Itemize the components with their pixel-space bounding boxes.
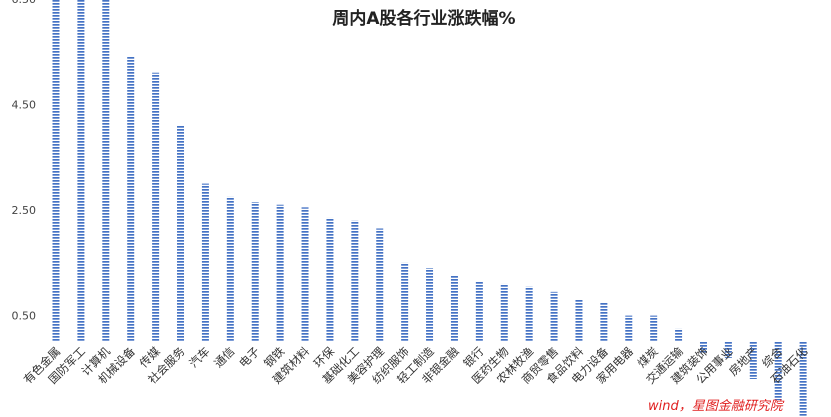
bars [52, 0, 807, 416]
bar [301, 207, 309, 342]
bar [774, 342, 782, 401]
bar [226, 196, 234, 342]
y-tick-label: 6.50 [12, 0, 37, 6]
bar [749, 342, 757, 379]
bar [326, 217, 334, 342]
bar [724, 342, 732, 358]
bar [650, 315, 658, 342]
bar [201, 183, 209, 342]
y-tick-label: 2.50 [12, 204, 37, 217]
bar [799, 342, 807, 416]
source-note: wind，星图金融研究院 [648, 398, 785, 414]
bar [351, 220, 359, 342]
bar [52, 0, 60, 343]
x-axis-labels: 有色金属国防军工计算机机械设备传媒社会服务汽车通信电子钢铁建筑材料环保基础化工美… [21, 344, 811, 387]
bar [475, 281, 483, 342]
bar [450, 276, 458, 342]
y-tick-label: -1.50 [8, 415, 36, 417]
bar [77, 0, 85, 343]
y-axis: -1.50 0.50 2.50 4.50 6.50 [8, 0, 36, 417]
bar [401, 262, 409, 342]
bar [376, 228, 384, 342]
bar [600, 302, 608, 342]
y-tick-label: 0.50 [12, 310, 37, 323]
bar [127, 56, 135, 342]
bar [675, 328, 683, 342]
bar [177, 125, 185, 343]
bar [251, 202, 259, 342]
bar [426, 268, 434, 342]
bar [625, 315, 633, 342]
bar [699, 342, 707, 353]
bar [575, 299, 583, 342]
bar [525, 286, 533, 342]
chart-title: 周内A股各行业涨跌幅% [332, 8, 515, 29]
x-tick-label: 汽车 [186, 344, 212, 370]
x-tick-label: 电子 [236, 344, 262, 370]
bar [102, 0, 110, 343]
bar [276, 204, 284, 342]
bar [500, 283, 508, 342]
x-tick-label: 通信 [211, 344, 237, 370]
y-tick-label: 4.50 [12, 98, 37, 111]
bar [152, 72, 160, 342]
bar [550, 291, 558, 342]
